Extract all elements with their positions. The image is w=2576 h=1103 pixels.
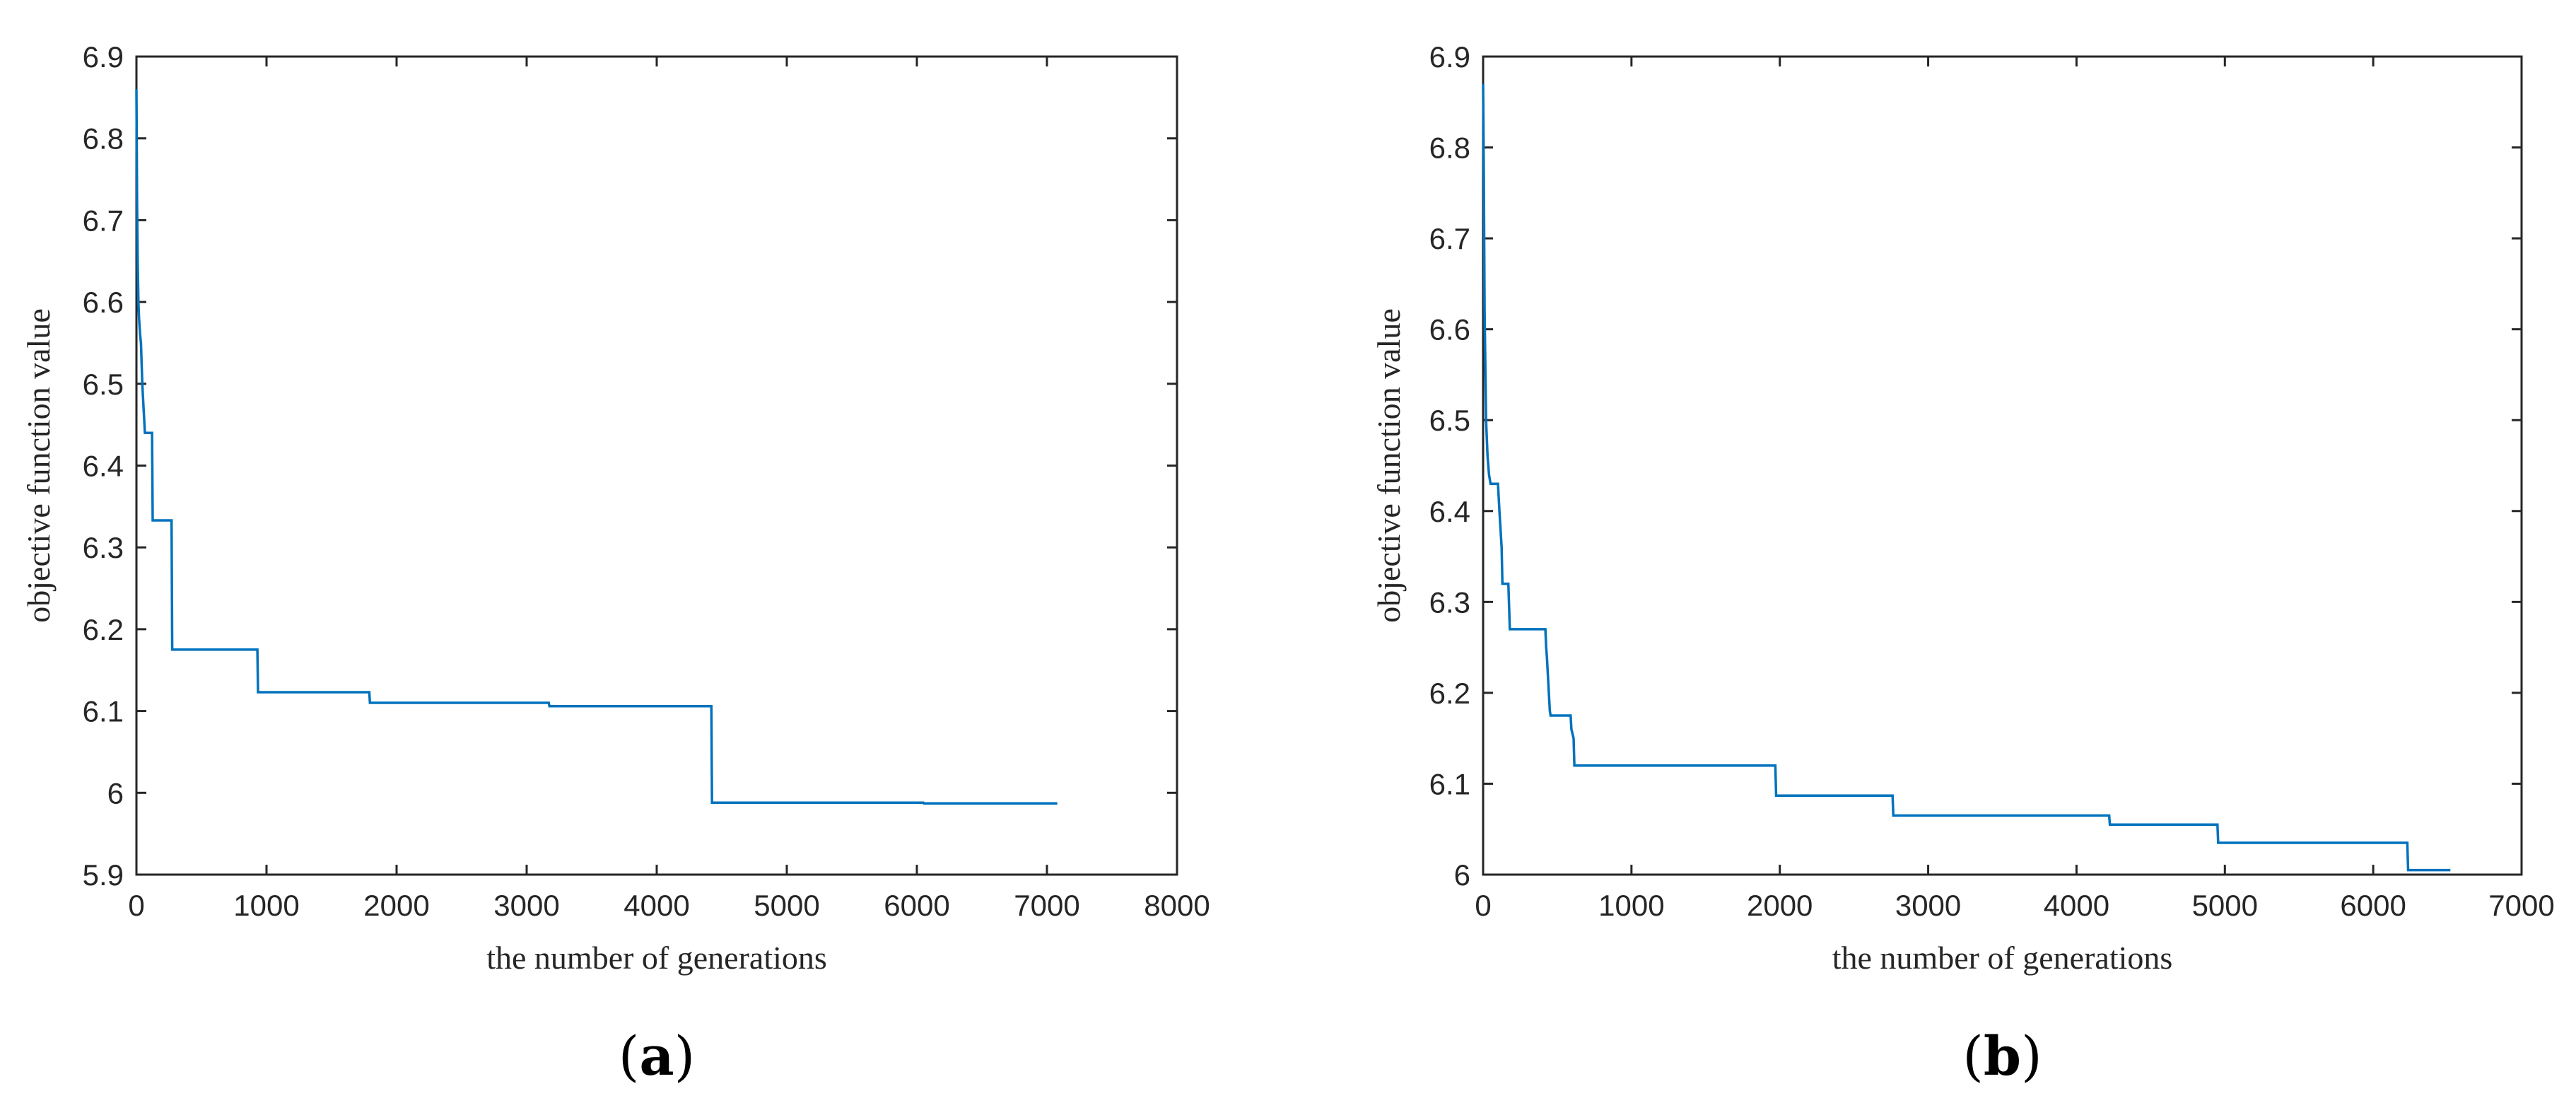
y-tick-label: 6.4 [83, 450, 124, 483]
x-tick-label: 3000 [493, 889, 559, 922]
panel-label-close-paren: ) [2021, 1025, 2042, 1087]
axes-box [135, 55, 1178, 876]
x-tick-label: 7000 [1014, 889, 1079, 922]
y-tick-label: 6.8 [1429, 132, 1470, 165]
x-tick-label: 8000 [1144, 889, 1210, 922]
y-tick-label: 6.8 [83, 122, 124, 156]
y-tick-label: 6.7 [1429, 222, 1470, 255]
x-tick-label: 4000 [623, 889, 689, 922]
x-tick-label: 0 [1475, 889, 1491, 922]
y-tick-label: 6.4 [1429, 495, 1470, 528]
panel-label-a: (a) [619, 1025, 696, 1087]
y-tick-label: 5.9 [83, 858, 124, 892]
y-tick-label: 6.1 [1429, 767, 1470, 800]
y-tick-label: 6.5 [1429, 404, 1470, 437]
y-tick-label: 6.7 [83, 204, 124, 237]
y-tick-label: 6.9 [83, 40, 124, 74]
y-tick-label: 6.1 [83, 695, 124, 728]
x-tick-label: 2000 [363, 889, 429, 922]
chart-panel-a: 0 1000 2000 3000 4000 5000 6000 7000 8000 5.9 6 6.1… [21, 40, 1210, 1087]
y-tick-label: 6.2 [1429, 677, 1470, 710]
series-line-a [135, 89, 1058, 805]
x-tick-label: 5000 [754, 889, 819, 922]
y-tick-label: 6.5 [83, 368, 124, 401]
y-tick-label: 6 [1454, 858, 1470, 892]
x-tick-label: 2000 [1747, 889, 1813, 922]
x-axis-label: the number of generations [486, 940, 827, 976]
y-tick-label: 6.6 [83, 286, 124, 319]
x-tick-label: 3000 [1895, 889, 1961, 922]
panel-label-b: (b) [1962, 1025, 2042, 1087]
x-tick-label: 1000 [233, 889, 299, 922]
panel-label-letter: a [639, 1025, 674, 1087]
y-tick-label: 6.6 [1429, 313, 1470, 346]
y-tick-label: 6 [107, 776, 124, 810]
panel-label-letter: b [1984, 1025, 2021, 1087]
x-tick-label: 6000 [2340, 889, 2406, 922]
y-tick-label: 6.3 [83, 531, 124, 564]
panel-label-close-paren: ) [674, 1025, 696, 1087]
series-line-b [1482, 83, 2451, 872]
x-tick-label: 1000 [1598, 889, 1664, 922]
x-axis-label: the number of generations [1832, 940, 2173, 976]
x-tick-label: 4000 [2044, 889, 2109, 922]
chart-panel-b: 0 1000 2000 3000 4000 5000 6000 7000 6 6.1 6.2 6.3 6… [1371, 40, 2555, 1087]
y-tick-label: 6.9 [1429, 40, 1470, 74]
y-axis-label: objective function value [1371, 308, 1407, 623]
x-tick-label: 7000 [2488, 889, 2554, 922]
x-tick-label: 5000 [2192, 889, 2258, 922]
axes-box [1482, 55, 2523, 876]
x-tick-label: 6000 [884, 889, 949, 922]
x-tick-label: 0 [128, 889, 144, 922]
panel-label-open-paren: ( [619, 1025, 640, 1087]
y-axis-label: objective function value [21, 308, 57, 623]
panel-label-open-paren: ( [1962, 1025, 1984, 1087]
y-tick-label: 6.2 [83, 613, 124, 646]
y-tick-label: 6.3 [1429, 585, 1470, 619]
